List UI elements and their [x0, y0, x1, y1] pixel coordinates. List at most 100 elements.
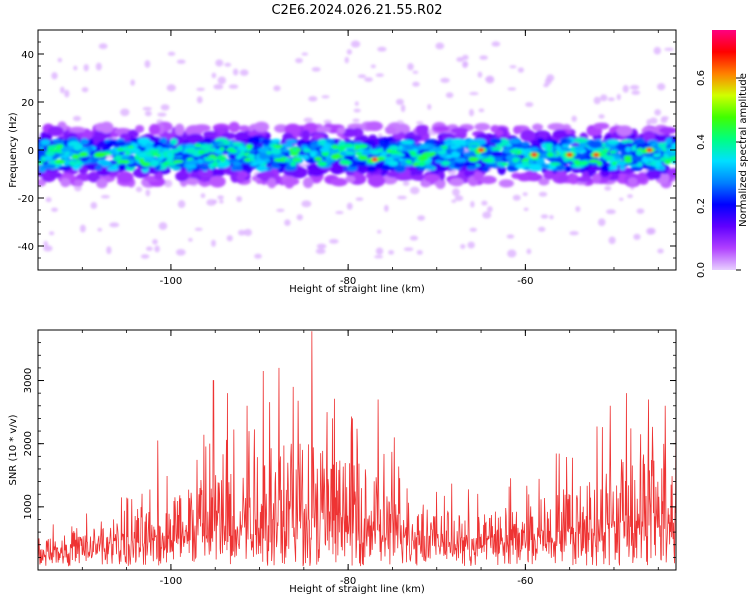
spectrogram-speckle	[236, 196, 243, 203]
spectrogram-band-peak	[625, 146, 631, 153]
spectrogram-speckle	[154, 245, 160, 253]
spectrogram-speckle	[538, 191, 548, 197]
spectrogram-band-core	[574, 137, 588, 144]
colorbar: 0.0 0.2 0.4 0.6 Normalized spectral amplitu…	[696, 30, 749, 278]
spectrogram-band-peak	[570, 146, 577, 152]
spectrogram-x-tick-label: -80	[340, 276, 356, 287]
spectrogram-speckle	[144, 110, 152, 117]
spectrogram-band-peak	[197, 149, 205, 155]
spectrogram-band-core	[521, 141, 530, 147]
spectrogram-band-core	[425, 164, 434, 171]
spectrogram-speckle	[224, 62, 232, 67]
spectrogram-band-peak	[123, 146, 129, 152]
spectrogram-band-cell	[284, 177, 295, 189]
spectrogram-band-core	[495, 143, 506, 148]
spectrogram-band-core	[309, 142, 317, 150]
spectrogram-band-peak	[60, 147, 68, 153]
spectrogram-band-cell	[301, 129, 311, 142]
spectrogram-band-cell	[282, 132, 294, 141]
spectrogram-band-peak	[512, 157, 519, 163]
colorbar-tick-label: 0.0	[696, 262, 707, 278]
spectrogram-speckle	[478, 108, 485, 113]
spectrogram-band-cell	[474, 122, 491, 131]
colorbar-ticks: 0.0 0.2 0.4 0.6	[696, 70, 741, 278]
spectrogram-band-cell	[627, 177, 638, 186]
spectrogram-speckle	[316, 243, 327, 249]
spectrogram-band-peak	[531, 156, 540, 161]
spectrogram-band-peak	[491, 147, 503, 151]
spectrogram-band-core	[235, 164, 243, 172]
spectrogram-band-cell	[221, 132, 237, 140]
spectrogram-speckle	[507, 249, 517, 258]
spectrogram-band-peak	[409, 150, 417, 156]
spectrogram-speckle	[64, 89, 70, 98]
spectrogram-speckle	[631, 90, 641, 95]
spectrogram-speckle	[239, 69, 249, 76]
spectrogram-speckle	[491, 41, 501, 47]
spectrogram-band-cell	[365, 121, 383, 132]
spectrogram-band-core	[588, 140, 603, 149]
spectrogram-band-peak	[79, 151, 89, 157]
spectrogram-band-core	[263, 138, 270, 146]
spectrogram-speckle	[526, 248, 532, 255]
spectrogram-speckle	[100, 195, 110, 199]
spectrogram-band-core	[181, 153, 191, 160]
spectrogram-band-peak	[247, 153, 256, 159]
spectrogram-band-core	[124, 141, 132, 147]
spectrogram-band-peak	[339, 151, 347, 156]
spectrogram-band-core	[198, 165, 209, 170]
spectrogram-speckle	[276, 208, 285, 213]
spectrogram-band-peak	[148, 148, 160, 153]
colorbar-tick-label: 0.6	[696, 70, 707, 86]
spectrogram-band-cell	[587, 127, 603, 136]
spectrogram-band-core	[232, 161, 242, 166]
spectrogram-speckle	[164, 179, 173, 188]
spectrogram-band-peak	[657, 142, 667, 149]
spectrogram-speckle	[57, 57, 63, 63]
spectrogram-band-peak	[59, 154, 70, 159]
spectrogram-band-cell	[236, 173, 245, 182]
spectrogram-speckle	[517, 67, 524, 73]
spectrogram-band-core	[670, 137, 676, 145]
spectrogram-band-peak	[265, 150, 272, 155]
spectrogram-speckle	[97, 227, 103, 232]
spectrogram-speckle	[350, 40, 361, 48]
spectrogram-band-peak	[611, 161, 617, 166]
spectrogram-speckle	[211, 72, 217, 79]
spectrogram-band-core	[398, 151, 412, 159]
spectrogram-speckle	[321, 95, 330, 99]
spectrogram-band-cell	[424, 173, 440, 183]
spectrogram-speckle	[352, 118, 360, 123]
spectrogram-speckle	[142, 106, 152, 111]
colorbar-label: Normalized spectral amplitude	[738, 73, 749, 227]
spectrogram-speckle	[157, 112, 167, 117]
spectrogram-speckle	[375, 247, 384, 255]
snr-x-label: Height of straight line (km)	[289, 584, 425, 595]
spectrogram-speckle	[384, 204, 389, 212]
spectrogram-band-peak	[331, 144, 338, 150]
spectrogram-band-cell	[500, 179, 511, 188]
spectrogram-band-peak	[212, 161, 219, 168]
spectrogram-band-peak	[330, 153, 340, 160]
spectrogram-band-peak	[664, 159, 671, 165]
spectrogram-speckle	[451, 199, 457, 203]
spectrogram-band-cell	[96, 178, 108, 189]
spectrogram-band-cell	[238, 125, 250, 132]
spectrogram-band-cell	[659, 126, 676, 135]
spectrogram-band-cell	[532, 123, 544, 131]
spectrogram-speckle	[295, 57, 303, 64]
spectrogram-band-peak	[71, 153, 80, 160]
spectrogram-speckle	[402, 180, 410, 186]
spectrogram-band-peak	[204, 156, 215, 162]
spectrogram-band-core	[485, 163, 495, 168]
spectrogram-band-cell	[642, 130, 656, 142]
spectrogram-speckle	[460, 244, 466, 249]
spectrogram-speckle	[81, 87, 89, 93]
spectrogram-speckle	[395, 98, 404, 106]
spectrogram-speckle	[440, 77, 450, 83]
spectrogram-band-core	[671, 142, 676, 149]
spectrogram-speckle	[456, 57, 464, 63]
spectrogram-band-peak	[659, 157, 668, 162]
spectrogram-hotspot	[478, 148, 485, 152]
spectrogram-band-peak	[292, 157, 302, 163]
